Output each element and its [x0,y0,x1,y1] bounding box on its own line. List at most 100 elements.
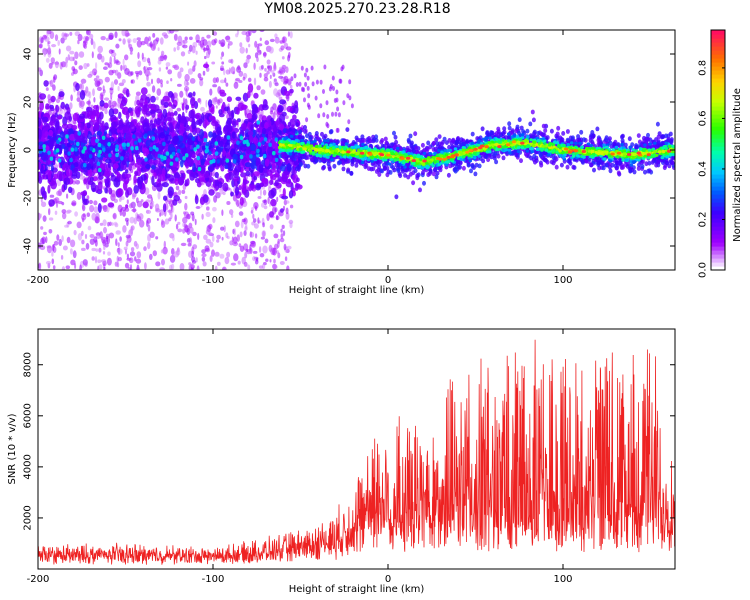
spectrogram-cell [413,168,418,174]
spectrogram-cell [135,91,141,96]
spectrogram-cell [285,207,289,215]
spectrogram-cell [69,31,73,36]
spectrogram-cell [249,184,256,189]
spectrogram-cell [97,53,103,60]
spectrogram-cell [173,195,180,202]
spectrogram-cell [177,35,183,44]
spectrogram-cell [52,76,56,83]
spectrogram-cell [144,157,148,162]
spectrogram-cell [97,45,103,54]
spectrogram-cell [136,37,141,41]
spectrogram-cell [277,161,282,167]
spectrogram-cell [102,219,107,227]
spectrogram-cell [340,66,344,72]
spectrogram-cell [285,66,289,73]
spectrogram-cell [191,45,196,54]
spectrogram-cell [279,237,285,243]
spectrogram-cell [182,217,188,224]
spectrogram-cell [152,145,157,150]
spectrogram-cell [54,112,58,118]
spectrogram-cell [177,83,182,87]
spectrogram-cell [134,100,137,107]
spectrogram-cell [81,104,84,110]
spectrogram-cell [54,60,59,69]
spectrogram-cell [258,246,262,253]
spectrogram-cell [667,163,672,169]
spectrogram-cell [219,79,225,84]
spectrogram-cell [209,255,213,262]
spectrogram-cell [106,170,112,177]
spectrogram-cell [298,81,302,87]
spectrogram-cell [262,230,266,238]
spectrogram-cell [267,146,273,156]
spectrogram-cell [225,172,230,183]
spectrogram-cell [117,248,123,255]
spectrogram-cell [160,249,164,254]
spectrogram-cell [58,91,65,98]
spectrogram-cell [275,119,279,128]
spectrogram-cell [178,177,185,185]
spectrogram-cell [239,245,245,252]
spectrogram-cell [282,80,288,85]
spectrogram-cell [298,129,302,135]
spectrogram-cell [151,78,153,85]
spectrogram-cell [144,262,147,270]
spectrogram-cell [60,255,64,260]
spectrogram-cell [58,188,63,197]
spectrogram-cell [116,255,120,263]
spectrogram-cell [242,104,248,110]
spectrogram-cell [248,30,252,37]
spectrogram-cell [38,117,42,127]
spectrogram-cell [55,148,60,153]
spectrogram-cell [272,151,276,156]
spectrogram-cell [82,40,86,49]
spectrogram-cell [477,163,482,169]
spectrogram-cell [63,180,68,191]
spectrogram-cell [61,266,65,270]
spectrogram-cell [287,31,290,37]
spectrogram-cell [190,97,196,107]
spectrogram-cell [560,137,565,143]
spectrogram-cell [163,155,167,161]
spectrogram-cell [91,212,97,221]
spectrogram-cell [51,258,55,265]
spectrogram-cell [241,218,246,223]
spectrogram-cell [290,76,294,82]
chart-title: YM08.2025.270.23.28.R18 [264,1,451,17]
spectrogram-cell [107,142,111,147]
spectrogram-cell [104,242,109,248]
spectrogram-cell [159,173,166,182]
spectrogram-cell [117,85,120,92]
spectrogram-cell [232,228,235,235]
spectrogram-cell [294,166,299,172]
spectrogram-cell [42,215,47,222]
spectrogram-cell [70,259,76,266]
spectrogram-cell [253,62,256,70]
spectrogram-cell [159,79,163,85]
spectrogram-cell [122,87,128,93]
spectrogram-cell [151,165,156,170]
spectrogram-cell [40,186,46,196]
spectrogram-cell [70,147,75,152]
spectrogram-cell [100,36,106,41]
spectrogram-cell [122,225,127,233]
spectrogram-cell [39,101,44,111]
spectrogram-cell [71,200,77,207]
spectrogram-cell [304,81,308,87]
spectrogram-cell [220,67,224,71]
spectrogram-cell [206,206,210,211]
spectrogram-cell [195,50,198,55]
spectrogram-cell [61,209,67,214]
spectrogram-cell [264,122,269,129]
spectrogram-cell [56,234,60,241]
spectrogram-cell [326,114,330,119]
spectrogram-cell [249,154,253,159]
spectrogram-cell [230,66,236,75]
spectrogram-cell [103,66,108,70]
spectrogram-cell [57,115,62,120]
spectrogram-cell [107,251,111,256]
spectrogram-cell [625,163,630,169]
spectrogram-cell [118,197,122,202]
spectrogram-cell [239,42,243,48]
spectrogram-cell [119,102,124,110]
